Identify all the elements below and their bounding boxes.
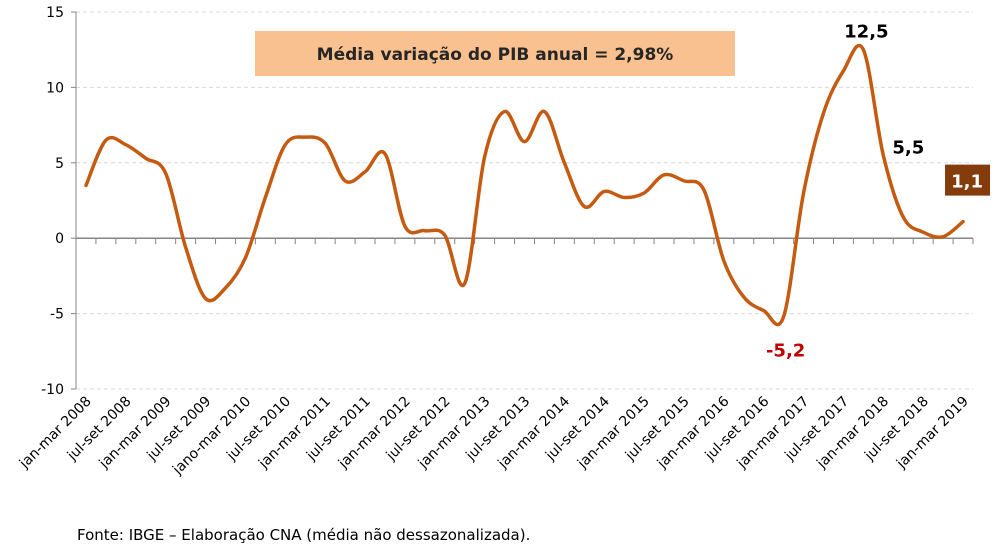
data-label-box xyxy=(945,164,991,196)
y-tick-label: -5 xyxy=(50,307,64,323)
y-tick-label: 0 xyxy=(55,231,64,247)
annotation-text: Média variação do PIB anual = 2,98% xyxy=(317,45,674,65)
y-tick-label: 5 xyxy=(55,156,64,172)
series-line xyxy=(84,43,965,327)
data-label: 5,5 xyxy=(892,137,924,158)
y-tick-label: 10 xyxy=(46,80,64,96)
source-note: Fonte: IBGE – Elaboração CNA (média não … xyxy=(77,526,531,544)
annotation-box xyxy=(255,31,735,76)
y-tick-label: 15 xyxy=(46,5,64,21)
data-label: 12,5 xyxy=(844,22,888,43)
data-label: 1,1 xyxy=(951,172,983,193)
y-tick-label: -10 xyxy=(41,382,64,398)
x-tick-label: jan-mar 2019 xyxy=(893,394,972,473)
data-label: -5,2 xyxy=(766,341,805,362)
